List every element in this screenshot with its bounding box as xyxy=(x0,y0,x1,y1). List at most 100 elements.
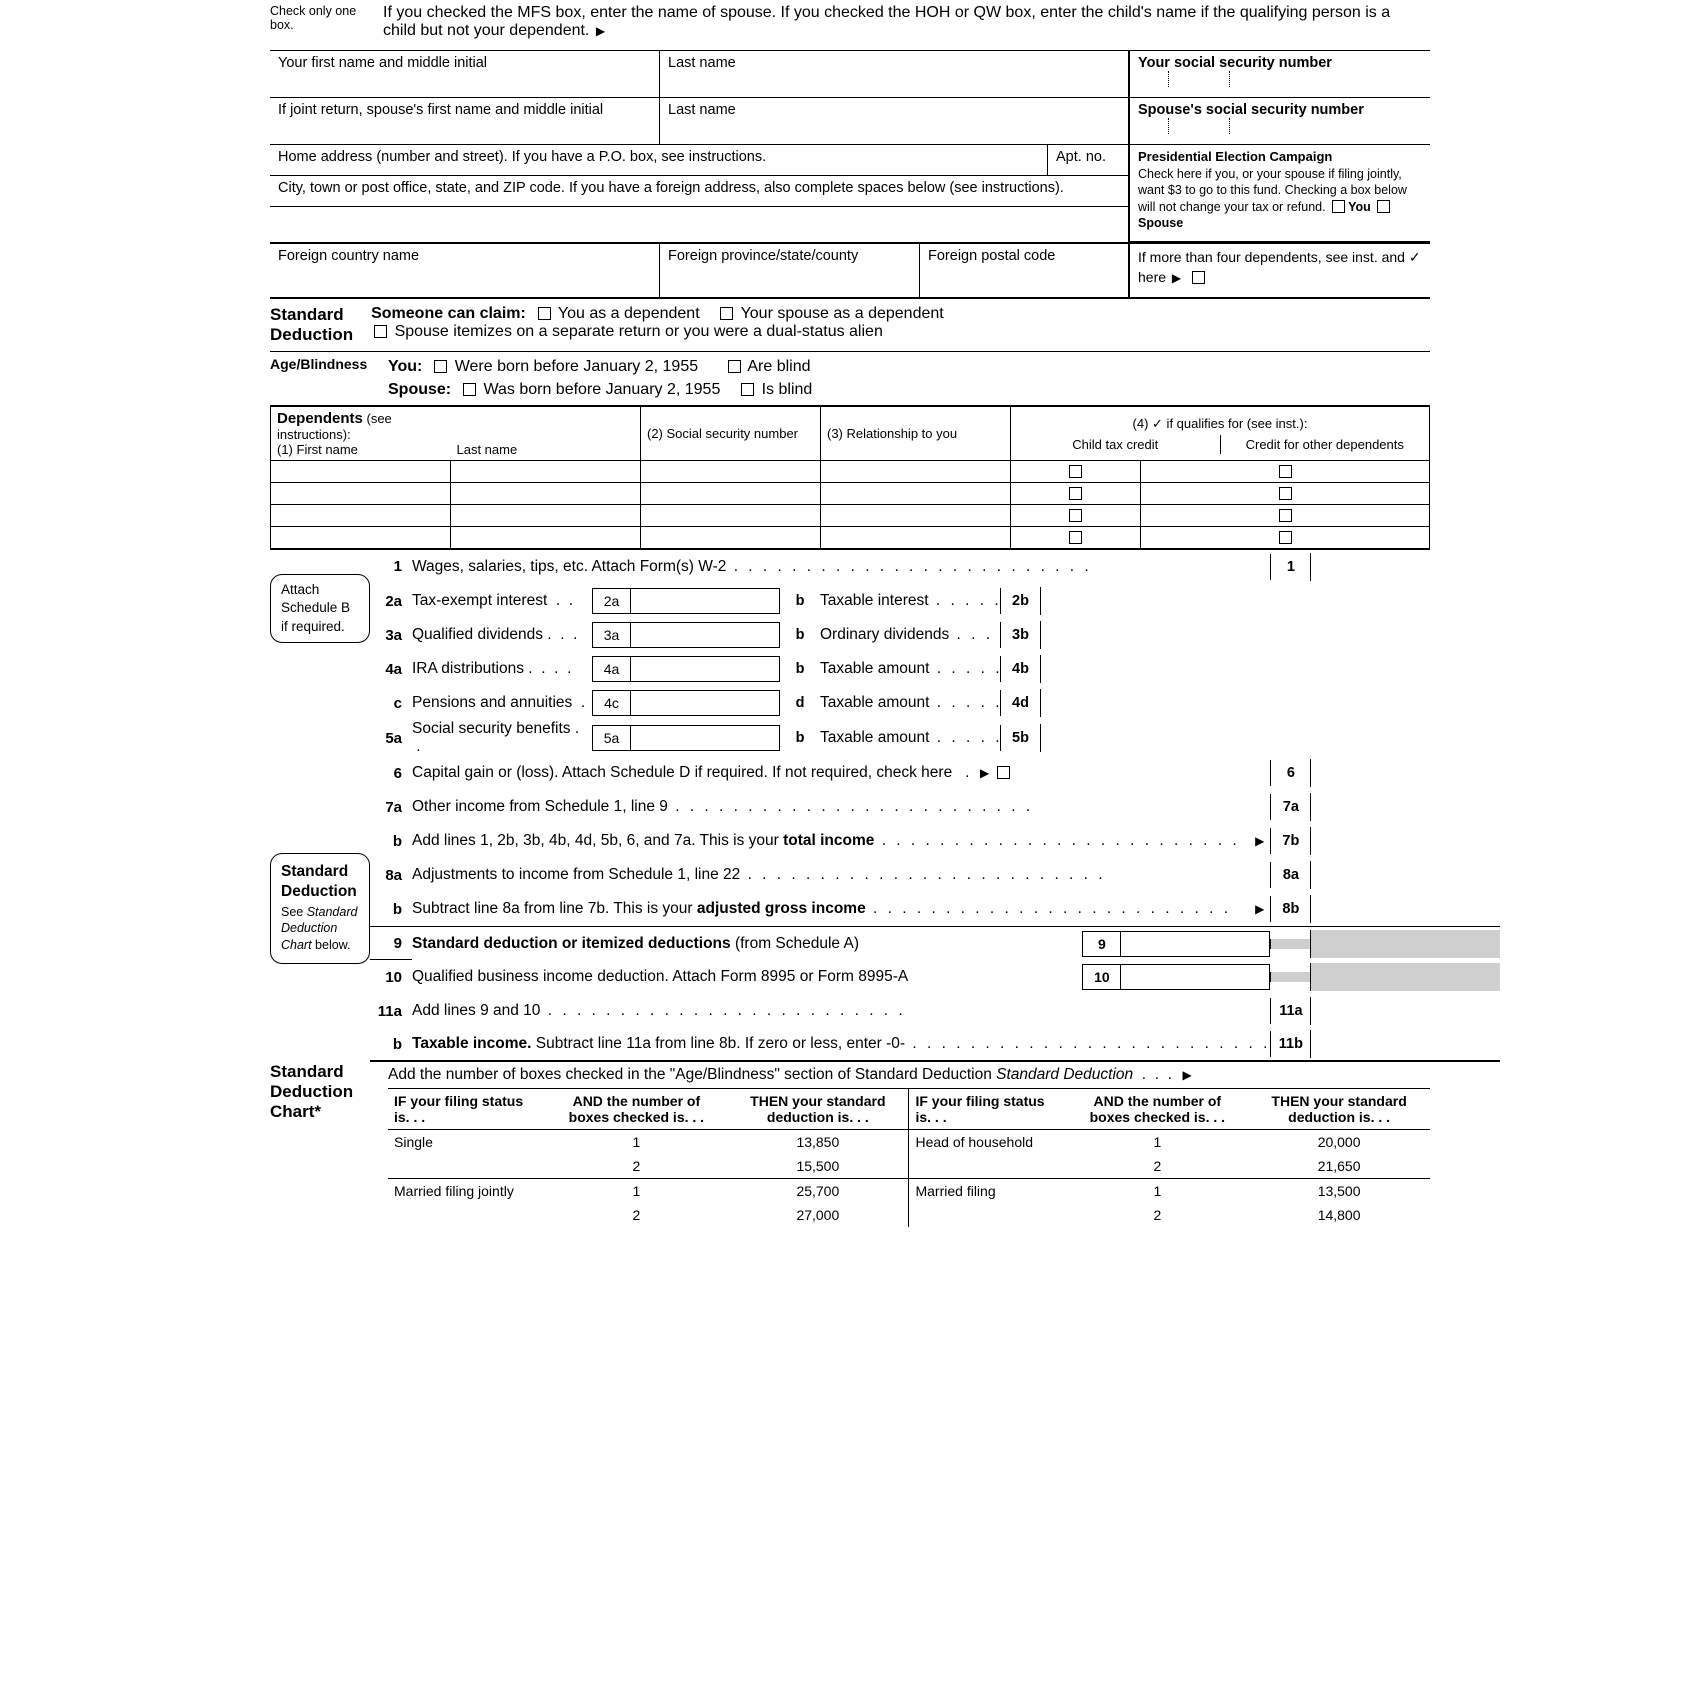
check-only-label: Check only one box. xyxy=(270,0,375,50)
line-3b-num: 3b xyxy=(1000,622,1040,648)
line-3b-label: Ordinary dividends xyxy=(820,626,1000,644)
ssn-separator xyxy=(1168,118,1169,134)
line-9-num: 9 xyxy=(1082,931,1120,957)
line-7a-num: 7a xyxy=(1270,794,1310,820)
city-label: City, town or post office, state, and ZI… xyxy=(270,176,1128,206)
std-ded-heading: StandardDeduction xyxy=(270,305,353,345)
line-1-value[interactable] xyxy=(1310,553,1500,581)
line-8a-label: Adjustments to income from Schedule 1, l… xyxy=(412,866,1270,884)
apt-label: Apt. no. xyxy=(1048,145,1128,175)
you-blind-checkbox[interactable] xyxy=(728,360,741,373)
line-5b-num: 5b xyxy=(1000,725,1040,751)
line-9-value[interactable] xyxy=(1120,931,1270,957)
line-4b-num: 4b xyxy=(1000,656,1040,682)
line-4c-num: 4c xyxy=(592,690,630,716)
line-4c-value[interactable] xyxy=(630,690,780,716)
ssn-separator xyxy=(1229,71,1230,87)
line-8a-num: 8a xyxy=(1270,862,1310,888)
line-5b-value[interactable] xyxy=(1040,724,1230,752)
line-11a-label: Add lines 9 and 10 xyxy=(412,1002,1270,1020)
line-8a-value[interactable] xyxy=(1310,861,1500,889)
line-7a-value[interactable] xyxy=(1310,793,1500,821)
line-6-num: 6 xyxy=(1270,760,1310,786)
spouse-ssn-label: Spouse's social security number xyxy=(1130,98,1430,144)
dependents-table: Dependents (see instructions): (1) First… xyxy=(270,405,1430,549)
more-dependents: If more than four dependents, see inst. … xyxy=(1130,244,1430,297)
line-6-checkbox[interactable] xyxy=(997,766,1010,779)
line-3b-value[interactable] xyxy=(1040,621,1230,649)
line-10-num: 10 xyxy=(1082,964,1120,990)
ssn-separator xyxy=(1168,71,1169,87)
line-3a-num: 3a xyxy=(592,622,630,648)
line-5b-label: Taxable amount xyxy=(820,729,1000,747)
chart-heading: StandardDeductionChart* xyxy=(270,1062,370,1122)
home-address-label: Home address (number and street). If you… xyxy=(270,145,1048,175)
line-11b-value[interactable] xyxy=(1310,1030,1500,1058)
line-10-value[interactable] xyxy=(1120,964,1270,990)
pec-spouse-checkbox[interactable] xyxy=(1377,200,1390,213)
line-11a-value[interactable] xyxy=(1310,997,1500,1025)
line-4d-label: Taxable amount xyxy=(820,694,1000,712)
you-born-checkbox[interactable] xyxy=(434,360,447,373)
spouse-last-name-label: Last name xyxy=(660,98,1130,144)
deduction-chart-table: IF your filing status is. . . AND the nu… xyxy=(388,1089,1430,1227)
line-4b-value[interactable] xyxy=(1040,655,1230,683)
line-5a-num: 5a xyxy=(592,725,630,751)
line-2a-num: 2a xyxy=(592,588,630,614)
line-11b-label: Taxable income. Subtract line 11a from l… xyxy=(412,1035,1270,1053)
line-7b-num: 7b xyxy=(1270,828,1310,854)
ssn-separator xyxy=(1229,118,1230,134)
line-9-shaded xyxy=(1310,930,1500,958)
dependent-row[interactable] xyxy=(271,483,1430,505)
line-4d-num: 4d xyxy=(1000,690,1040,716)
line-1-label: Wages, salaries, tips, etc. Attach Form(… xyxy=(412,558,1270,576)
line-10-shaded xyxy=(1310,963,1500,991)
foreign-postal-label: Foreign postal code xyxy=(920,244,1130,297)
line-10-label: Qualified business income deduction. Att… xyxy=(412,968,1082,986)
line-4a-num: 4a xyxy=(592,656,630,682)
spouse-born-checkbox[interactable] xyxy=(463,383,476,396)
dependent-row[interactable] xyxy=(271,505,1430,527)
line-6-label: Capital gain or (loss). Attach Schedule … xyxy=(412,764,1270,782)
you-dependent-checkbox[interactable] xyxy=(538,307,551,320)
pec-title: Presidential Election Campaign xyxy=(1138,149,1332,164)
line-3a-value[interactable] xyxy=(630,622,780,648)
chart-intro: Add the number of boxes checked in the "… xyxy=(388,1062,1430,1089)
more-deps-checkbox[interactable] xyxy=(1192,271,1205,284)
line-8b-num: 8b xyxy=(1270,896,1310,922)
line-6-value[interactable] xyxy=(1310,759,1500,787)
pec-you-checkbox[interactable] xyxy=(1332,200,1345,213)
line-5a-value[interactable] xyxy=(630,725,780,751)
attach-schedule-b-note: Attach Schedule B if required. xyxy=(270,574,370,643)
line-11b-num: 11b xyxy=(1270,1031,1310,1057)
line-4d-value[interactable] xyxy=(1040,689,1230,717)
foreign-country-label: Foreign country name xyxy=(270,244,660,297)
dependent-row[interactable] xyxy=(271,461,1430,483)
line-9-label: Standard deduction or itemized deduction… xyxy=(412,935,1082,953)
line-7b-label: Add lines 1, 2b, 3b, 4b, 4d, 5b, 6, and … xyxy=(412,832,1247,850)
std-ded-side-note: Standard Deduction See Standard Deductio… xyxy=(270,853,370,964)
dependent-row[interactable] xyxy=(271,527,1430,549)
spouse-blind-checkbox[interactable] xyxy=(741,383,754,396)
line-2b-value[interactable] xyxy=(1040,587,1230,615)
line-8b-label: Subtract line 8a from line 7b. This is y… xyxy=(412,900,1247,918)
ssn-label: Your social security number xyxy=(1130,51,1430,97)
spouse-first-name-label: If joint return, spouse's first name and… xyxy=(270,98,660,144)
spouse-dependent-checkbox[interactable] xyxy=(720,307,733,320)
foreign-province-label: Foreign province/state/county xyxy=(660,244,920,297)
age-blindness-heading: Age/Blindness xyxy=(270,356,370,372)
line-2b-label: Taxable interest xyxy=(820,592,1000,610)
line-7b-value[interactable] xyxy=(1310,827,1500,855)
first-name-label: Your first name and middle initial xyxy=(270,51,660,97)
line-2b-num: 2b xyxy=(1000,588,1040,614)
last-name-label: Last name xyxy=(660,51,1130,97)
filing-status-instruction: If you checked the MFS box, enter the na… xyxy=(375,0,1430,50)
line-11a-num: 11a xyxy=(1270,998,1310,1024)
line-8b-value[interactable] xyxy=(1310,895,1500,923)
line-1-num: 1 xyxy=(1270,554,1310,580)
spouse-itemizes-checkbox[interactable] xyxy=(374,325,387,338)
line-4b-label: Taxable amount xyxy=(820,660,1000,678)
line-7a-label: Other income from Schedule 1, line 9 xyxy=(412,798,1270,816)
line-4a-value[interactable] xyxy=(630,656,780,682)
line-2a-value[interactable] xyxy=(630,588,780,614)
